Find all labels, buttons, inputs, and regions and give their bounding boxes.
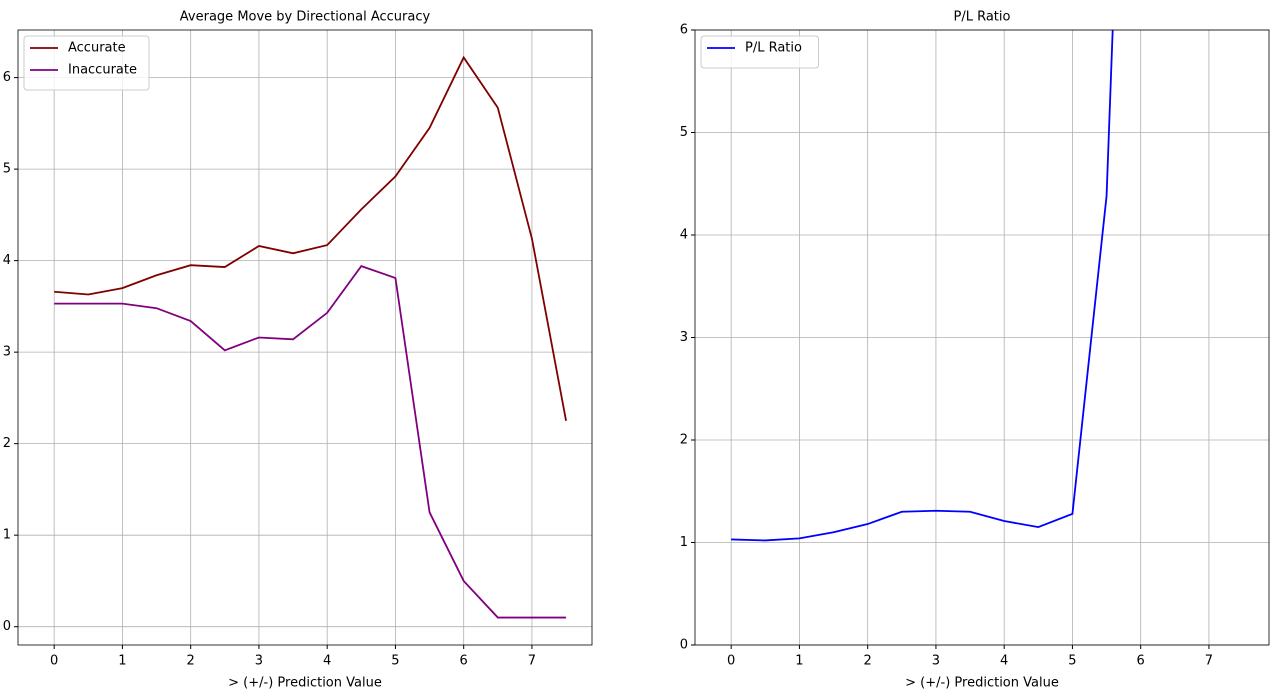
x-tick-label: 3: [932, 654, 940, 669]
x-tick-label: 2: [864, 654, 872, 669]
y-tick-label: 6: [680, 23, 688, 38]
y-tick-label: 5: [3, 162, 11, 177]
x-tick-label: 6: [460, 654, 468, 669]
legend-label: P/L Ratio: [745, 41, 802, 56]
x-tick-label: 1: [118, 654, 126, 669]
y-tick-label: 4: [3, 253, 11, 268]
y-tick-label: 4: [680, 228, 688, 243]
y-tick-label: 6: [3, 70, 11, 85]
x-tick-label: 2: [187, 654, 195, 669]
x-tick-label: 7: [1205, 654, 1213, 669]
series-line: [54, 55, 567, 421]
x-axis-label: > (+/-) Prediction Value: [905, 676, 1059, 691]
y-tick-label: 2: [680, 433, 688, 448]
chart-panel: 0 1 2 3 4 5 6 7 0 1 2 3 4 5 6 P/L Ratio > (+/-) Predicti…: [680, 10, 1270, 691]
y-tick-label: 0: [3, 619, 11, 634]
y-tick-label: 3: [3, 345, 11, 360]
legend: Accurate Inaccurate: [23, 35, 150, 91]
x-tick-label: 7: [528, 654, 536, 669]
chart-title: P/L Ratio: [954, 10, 1011, 25]
y-tick-label: 5: [680, 125, 688, 140]
x-tick-label: 5: [1068, 654, 1076, 669]
plot-frame: [17, 29, 593, 646]
legend: P/L Ratio: [700, 35, 819, 69]
y-tick-label: 2: [3, 436, 11, 451]
series-line: [731, 30, 1114, 542]
y-tick-label: 0: [680, 638, 688, 653]
legend-box: [700, 35, 819, 69]
chart-title: Average Move by Directional Accuracy: [180, 10, 431, 25]
x-tick-label: 1: [795, 654, 803, 669]
y-tick-label: 3: [680, 330, 688, 345]
x-tick-label: 0: [727, 654, 735, 669]
x-tick-label: 4: [1000, 654, 1008, 669]
plot-frame: [694, 29, 1270, 646]
x-tick-label: 4: [323, 654, 331, 669]
series-line: [54, 265, 567, 619]
y-tick-label: 1: [3, 528, 11, 543]
chart-panel: 0 1 2 3 4 5 6 7 0 1 2 3 4 5 6 Average Move by Direction…: [3, 10, 593, 691]
x-tick-label: 0: [50, 654, 58, 669]
x-tick-label: 3: [255, 654, 263, 669]
legend-label: Inaccurate: [68, 63, 137, 78]
legend-box: [23, 35, 150, 91]
x-axis-label: > (+/-) Prediction Value: [228, 676, 382, 691]
x-tick-label: 6: [1137, 654, 1145, 669]
y-tick-label: 1: [680, 535, 688, 550]
legend-label: Accurate: [68, 41, 126, 56]
x-tick-label: 5: [391, 654, 399, 669]
